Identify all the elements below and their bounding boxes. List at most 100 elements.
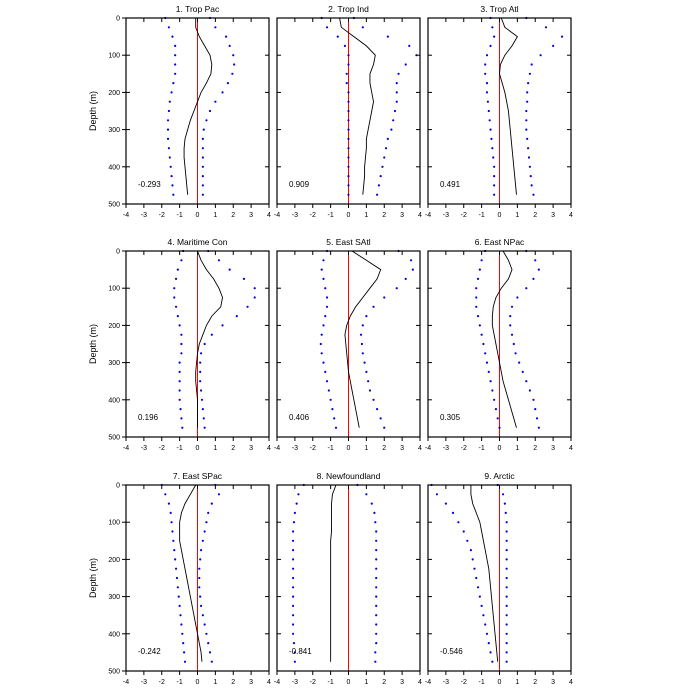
upper-bound-dot (404, 277, 407, 280)
lower-bound-dot (180, 623, 183, 626)
y-tick-label: 500 (108, 669, 120, 676)
lower-bound-dot (178, 604, 181, 608)
lower-bound-dot (487, 370, 490, 373)
x-tick-label: 3 (551, 445, 555, 452)
x-tick-label: -4 (123, 679, 129, 686)
y-axis-label: Depth (m) (88, 324, 98, 364)
lower-bound-dot (167, 147, 170, 150)
lower-bound-dot (333, 417, 336, 420)
x-tick-label: 3 (400, 679, 404, 686)
upper-bound-dot (375, 623, 378, 626)
lower-bound-dot (173, 287, 176, 290)
lower-bound-dot (291, 558, 295, 561)
upper-bound-dot (199, 352, 203, 355)
lower-bound-dot (347, 119, 350, 122)
upper-bound-dot (376, 193, 379, 196)
y-tick-label: 500 (108, 435, 120, 442)
lower-bound-dot (166, 119, 170, 122)
panel-value-label: -0.242 (138, 647, 161, 656)
x-tick-label: -3 (443, 679, 449, 686)
lower-bound-dot (485, 91, 489, 94)
lower-bound-dot (490, 137, 493, 140)
x-tick-label: -4 (274, 679, 280, 686)
panel-title: 7. East SPac (173, 471, 223, 481)
upper-bound-dot (201, 614, 204, 617)
x-tick-label: -4 (425, 679, 431, 686)
x-tick-label: -1 (479, 679, 485, 686)
upper-bound-dot (363, 361, 366, 364)
x-tick-label: -3 (443, 445, 449, 452)
lower-bound-dot (489, 44, 492, 48)
lower-bound-dot (180, 417, 183, 420)
upper-bound-dot (532, 398, 535, 401)
upper-bound-dot (530, 63, 533, 66)
lower-bound-dot (174, 277, 178, 280)
lower-bound-dot (171, 530, 174, 533)
lower-bound-dot (493, 175, 496, 178)
lower-bound-dot (487, 642, 490, 645)
lower-bound-dot (175, 576, 179, 580)
x-tick-label: -2 (461, 679, 467, 686)
y-tick-label: 400 (108, 164, 120, 171)
x-tick-label: 1 (213, 212, 217, 219)
upper-bound-dot (201, 156, 204, 159)
upper-bound-dot (375, 530, 378, 533)
x-tick-label: 3 (249, 679, 253, 686)
lower-bound-dot (166, 137, 170, 140)
central-line (339, 17, 376, 195)
lower-bound-dot (180, 342, 183, 346)
lower-bound-dot (293, 511, 296, 514)
upper-bound-dot (544, 26, 548, 29)
x-tick-label: 2 (231, 679, 235, 686)
upper-bound-dot (374, 651, 377, 654)
upper-bound-dot (201, 539, 204, 542)
lower-bound-dot (320, 352, 323, 355)
upper-bound-dot (528, 165, 531, 168)
upper-bound-dot (214, 26, 217, 29)
central-line (499, 17, 518, 195)
y-tick-label: 200 (108, 557, 120, 564)
upper-bound-dot (372, 398, 375, 401)
lower-bound-dot (182, 651, 186, 654)
upper-bound-dot (505, 539, 508, 542)
lower-bound-dot (178, 370, 181, 373)
upper-bound-dot (537, 268, 540, 271)
panel-title: 9. Arctic (484, 471, 515, 481)
panel-value-label: -0.293 (138, 180, 161, 189)
x-tick-label: 4 (267, 212, 271, 219)
lower-bound-dot (484, 623, 487, 626)
lower-bound-dot (475, 576, 478, 580)
lower-bound-dot (480, 604, 483, 608)
x-tick-label: 3 (400, 445, 404, 452)
upper-bound-dot (505, 632, 508, 635)
lower-bound-dot (176, 268, 179, 271)
upper-bound-dot (383, 156, 386, 159)
lower-bound-dot (291, 576, 295, 580)
lower-bound-dot (183, 660, 187, 663)
x-tick-label: 2 (382, 679, 386, 686)
y-tick-label: 0 (116, 483, 120, 490)
lower-bound-dot (293, 660, 296, 663)
upper-bound-dot (198, 576, 201, 580)
lower-bound-dot (493, 184, 496, 187)
upper-bound-dot (532, 193, 535, 196)
upper-bound-dot (207, 642, 210, 645)
upper-bound-dot (505, 521, 508, 524)
x-tick-label: 4 (569, 679, 573, 686)
lower-bound-dot (324, 315, 327, 318)
upper-bound-dot (510, 333, 514, 336)
upper-bound-dot (390, 128, 393, 131)
lower-bound-dot (476, 586, 480, 589)
lower-bound-dot (178, 389, 181, 392)
upper-bound-dot (199, 380, 202, 383)
upper-bound-dot (370, 502, 373, 505)
upper-bound-dot (379, 417, 382, 420)
upper-bound-dot (514, 352, 517, 355)
panel-7: 7. East SPac -4 -3 -2 -1 0 1 2 3 4 0 100 200 300 400 50… (88, 471, 271, 686)
upper-bound-dot (504, 511, 507, 514)
lower-bound-dot (475, 287, 478, 290)
x-tick-label: -4 (274, 445, 280, 452)
upper-bound-dot (377, 184, 380, 187)
upper-bound-dot (375, 642, 378, 645)
upper-bound-dot (199, 604, 203, 608)
